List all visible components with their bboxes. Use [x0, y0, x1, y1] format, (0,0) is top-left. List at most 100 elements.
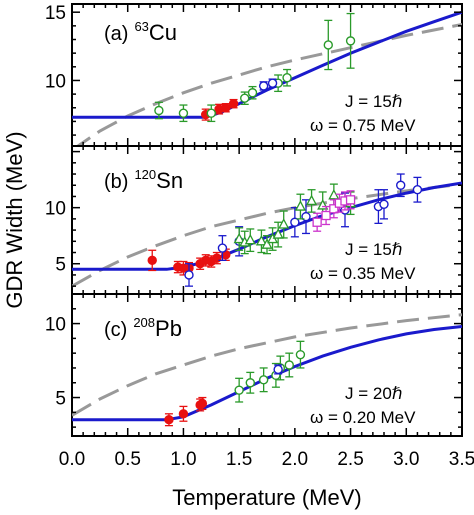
circle-marker [412, 185, 423, 195]
panel-a: 10 15 (a) 63Cu J = 15ℏ ω = 0.75 MeV [45, 3, 463, 147]
panel-b-series-3-point-4 [340, 191, 350, 211]
panel-a-series-1-point-0 [154, 101, 164, 120]
circle-marker [184, 270, 194, 280]
panel-b-series-1-point-8 [396, 173, 406, 198]
panel-b-frequency-annotation: ω = 0.35 MeV [310, 264, 416, 283]
triangle-marker [244, 233, 256, 245]
panel-a-series-1-point-3 [240, 91, 250, 106]
panel-b-y-ticks: 5 10 [45, 150, 462, 287]
panel-c-mass-number: 208 [133, 315, 155, 330]
panel-c-curves [72, 313, 462, 422]
triangle-marker [233, 232, 245, 244]
panel-a-series-0-point-3 [228, 98, 239, 109]
x-tick-label-0.5: 0.5 [115, 449, 141, 470]
panel-b-series-2-point-2 [244, 228, 256, 253]
panel-b-series-2-point-3 [255, 229, 268, 254]
panel-c-series-1-point-6 [295, 340, 306, 369]
panel-b-series-2-point-6 [272, 221, 284, 248]
panel-b-series-2-point-0 [233, 227, 245, 251]
circle-marker [290, 217, 300, 227]
circle-marker [221, 103, 231, 113]
panel-a-frequency-annotation: ω = 0.75 MeV [310, 116, 416, 135]
circle-marker [258, 81, 269, 91]
x-tick-labels: 0.0 0.5 1.0 1.5 2.0 2.5 3.0 3.5 [59, 449, 474, 470]
triangle-marker [278, 218, 290, 229]
panel-c-element: Pb [155, 316, 182, 341]
panel-a-label: (a) 63Cu [104, 19, 177, 45]
panel-c: 5 10 (c) 208Pb J = 20ℏ ω = 0.20 MeV [45, 293, 463, 437]
x-tick-label-2.0: 2.0 [282, 449, 308, 470]
panel-b-y-tick-label-5: 5 [55, 255, 66, 276]
panel-a-spin-annotation: J = 15ℏ [345, 92, 403, 111]
x-tick-label-1.0: 1.0 [170, 449, 196, 470]
panel-a-series-1-point-4 [247, 85, 258, 100]
panel-b-mass-number: 120 [134, 167, 156, 182]
panel-b-series-1-point-7 [379, 189, 389, 220]
panel-b-series-3-point-0 [312, 212, 322, 232]
panel-c-y-ticks: 5 10 [45, 293, 462, 428]
panel-a-element: Cu [149, 20, 177, 45]
panel-c-series-0-point-1 [178, 405, 189, 422]
circle-marker [154, 105, 164, 116]
triangle-marker [272, 228, 284, 239]
triangle-marker [255, 234, 268, 246]
x-axis-label: Temperature (MeV) [172, 485, 362, 510]
panel-c-x-ticks [71, 294, 463, 436]
y-axis-label: GDR Width (MeV) [2, 131, 27, 308]
circle-marker [396, 180, 406, 190]
x-tick-label-3.0: 3.0 [393, 449, 419, 470]
square-marker [312, 217, 322, 227]
circle-marker [247, 88, 258, 98]
panel-a-letter: (a) [104, 23, 128, 45]
panel-c-data-points [164, 340, 306, 427]
panel-a-series-1-point-1 [178, 104, 189, 123]
panel-c-series-1-point-2 [258, 367, 269, 393]
circle-marker [258, 375, 269, 385]
panel-a-series-2-point-0 [258, 81, 269, 91]
circle-marker [234, 385, 244, 395]
panel-b-series-2-point-8 [294, 193, 307, 220]
panel-b-series-0-point-0 [147, 249, 157, 272]
panel-a-series-1-point-6 [282, 68, 292, 87]
panel-b-series-2-point-7 [278, 210, 290, 239]
panel-a-y-ticks: 10 15 [45, 3, 462, 136]
panel-b-series-2-point-4 [261, 235, 273, 255]
circle-marker [178, 108, 189, 118]
panel-b-label: (b) 120Sn [104, 167, 183, 193]
panel-a-series-1-point-7 [323, 19, 333, 71]
panel-a-data-points [154, 12, 356, 123]
panel-b-series-2-point-9 [305, 189, 318, 213]
square-marker [345, 195, 356, 205]
panel-a-series-1-point-8 [345, 12, 356, 69]
circle-marker [345, 36, 356, 46]
circle-marker [197, 398, 208, 409]
panel-b-spin-annotation: J = 15ℏ [345, 240, 403, 259]
panel-a-dashed-curve [75, 23, 462, 146]
circle-marker [164, 415, 174, 425]
square-marker [329, 204, 339, 214]
x-tick-label-1.5: 1.5 [226, 449, 252, 470]
panel-c-y-tick-label-5: 5 [55, 389, 66, 410]
panel-b-series-1-point-3 [290, 207, 300, 238]
circle-marker [323, 40, 333, 50]
circle-marker [178, 409, 189, 419]
triangle-marker [305, 194, 318, 206]
circle-marker [273, 364, 283, 375]
circle-marker [267, 78, 278, 88]
panel-b-data-points [147, 173, 423, 287]
panel-a-solid-curve [72, 10, 462, 119]
circle-marker [228, 98, 239, 109]
panel-a-series-1-point-2 [206, 104, 216, 123]
circle-marker [217, 243, 228, 253]
circle-marker [206, 108, 216, 118]
circle-marker [284, 360, 294, 370]
panel-c-series-0-point-3 [197, 396, 208, 411]
panel-b-dashed-curve [72, 182, 462, 288]
panel-c-solid-curve [72, 325, 462, 422]
circle-marker [295, 349, 306, 360]
panel-c-series-0-point-0 [164, 413, 174, 427]
panel-b-y-tick-label-10: 10 [45, 199, 66, 220]
panel-c-series-1-point-0 [234, 377, 244, 403]
panel-c-dashed-curve [72, 313, 462, 417]
